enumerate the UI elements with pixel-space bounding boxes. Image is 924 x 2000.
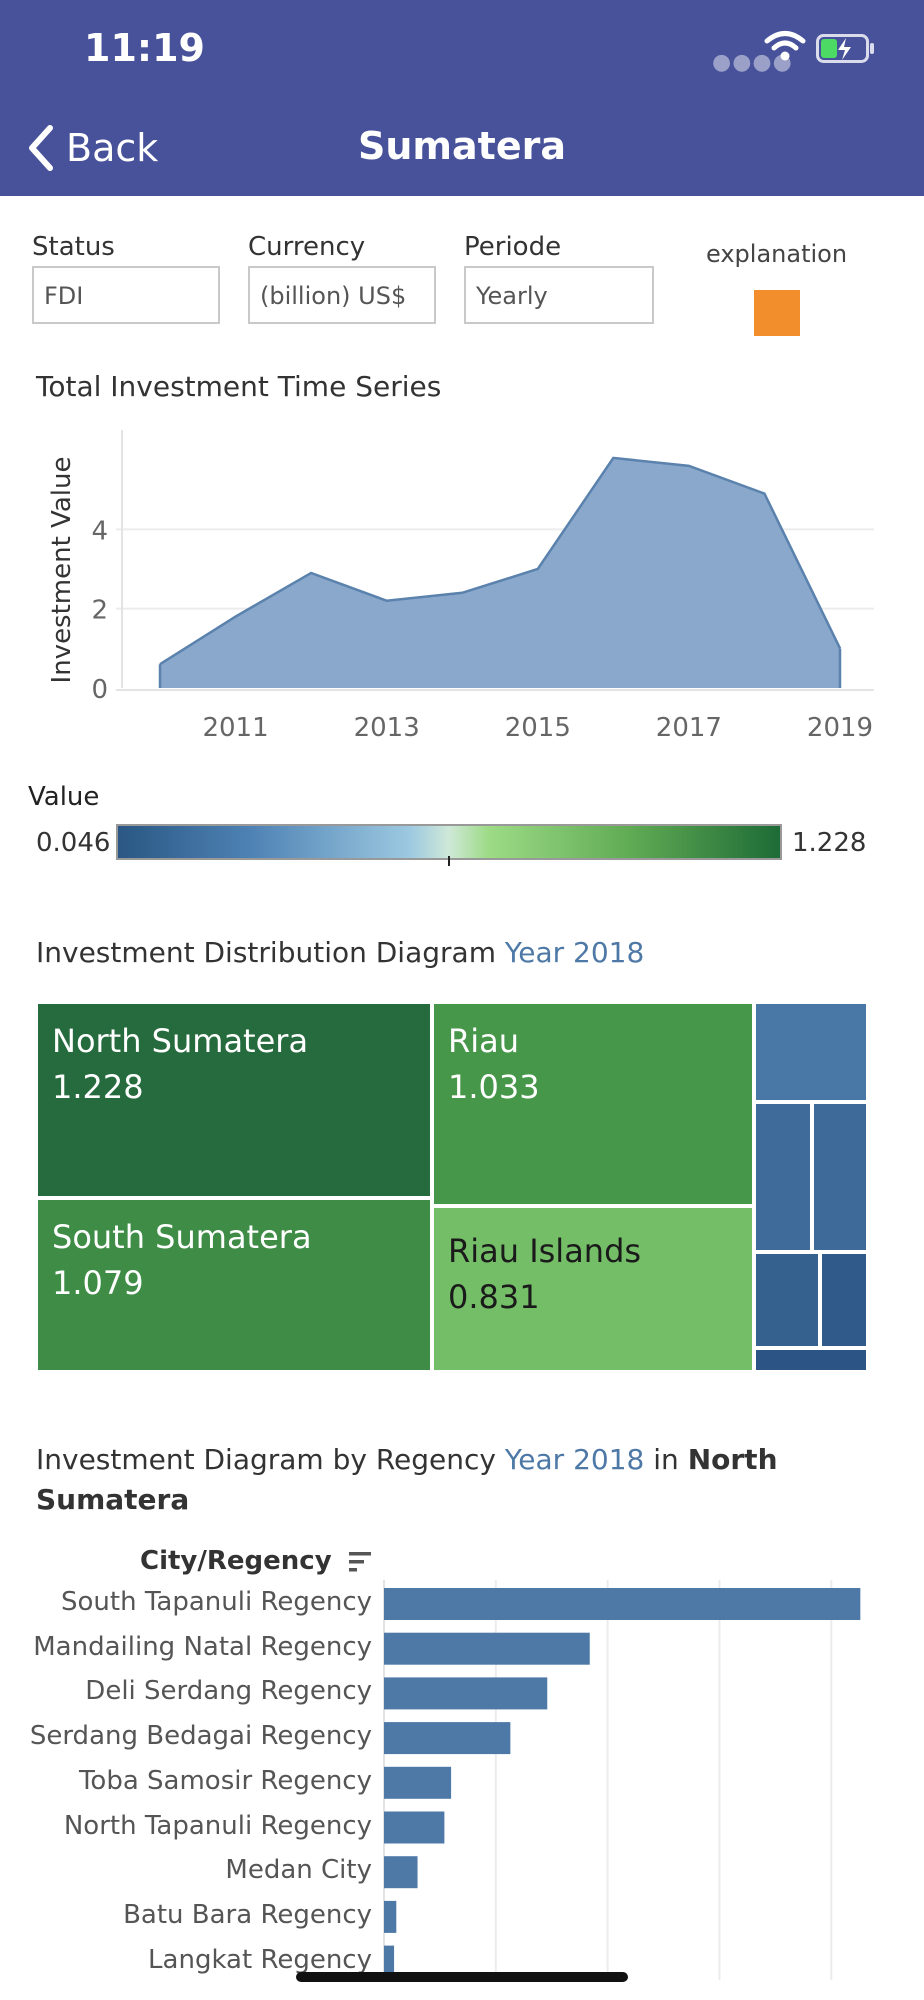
column-header-label: City/Regency	[140, 1546, 332, 1576]
y-axis-title: Investment Value	[47, 457, 77, 684]
chevron-left-icon	[29, 125, 53, 171]
bar-category-label: Medan City	[225, 1855, 372, 1886]
x-tick-label: 2013	[354, 713, 420, 743]
treemap-cell-label: North Sumatera	[52, 1022, 309, 1060]
treemap-cell-small[interactable]	[754, 1102, 812, 1252]
bar[interactable]	[384, 1677, 548, 1710]
treemap-chart: North Sumatera 1.228 Riau 1.033 South Sumate…	[36, 1002, 868, 1372]
treemap-cell-riau-islands[interactable]: Riau Islands 0.831	[432, 1206, 754, 1372]
x-tick-label: 2019	[807, 713, 873, 743]
y-tick-label: 0	[91, 675, 108, 705]
timeseries-title: Total Investment Time Series	[36, 370, 442, 403]
status-time: 11:19	[84, 26, 205, 70]
bar[interactable]	[384, 1945, 395, 1978]
treemap-cell-value: 0.831	[448, 1278, 540, 1316]
y-tick-label: 2	[91, 596, 108, 626]
home-indicator	[296, 1972, 628, 1982]
legend-max-value: 1.228	[792, 828, 867, 858]
area-series[interactable]	[160, 457, 840, 688]
bar-plot-area	[383, 1580, 861, 1980]
bar-category-label: Toba Samosir Regency	[78, 1765, 372, 1796]
treemap-cell-label: Riau	[448, 1022, 520, 1060]
treemap-cell-small[interactable]	[754, 1252, 820, 1348]
cellular-signal-icon: ●●●●	[712, 50, 793, 75]
treemap-cell-small[interactable]	[812, 1102, 868, 1252]
treemap-cell-value: 1.079	[52, 1264, 144, 1302]
explanation-swatch[interactable]	[754, 290, 800, 336]
treemap-cell-label: Riau Islands	[448, 1232, 642, 1270]
bar-category-label: Deli Serdang Regency	[85, 1676, 372, 1707]
treemap-cell-small[interactable]	[754, 1002, 868, 1102]
status-select[interactable]: FDI	[32, 266, 220, 324]
wifi-icon	[764, 31, 806, 61]
treemap-title: Investment Distribution Diagram Year 201…	[36, 936, 644, 969]
timeseries-chart[interactable]: 0 2 4 2011 2013 2015 2017 2019 Investment Value	[0, 400, 924, 760]
bar-category-label: Serdang Bedagai Regency	[29, 1721, 372, 1752]
periode-select[interactable]: Yearly	[464, 266, 654, 324]
legend-title: Value	[28, 782, 100, 812]
legend-marker	[448, 856, 450, 866]
back-label: Back	[66, 126, 159, 170]
bar-category-label: South Tapanuli Regency	[61, 1587, 372, 1617]
treemap-cell-value: 1.228	[52, 1068, 144, 1106]
legend-min-value: 0.046	[36, 828, 111, 858]
column-header[interactable]: City/Regency	[140, 1546, 373, 1576]
x-tick-label: 2011	[202, 713, 268, 743]
y-tick-label: 4	[91, 516, 108, 546]
explanation-label: explanation	[706, 240, 848, 268]
treemap-cell-north-sumatera[interactable]: North Sumatera 1.228	[36, 1002, 432, 1198]
bar[interactable]	[384, 1856, 418, 1889]
regency-title-in: in	[653, 1443, 679, 1476]
treemap-cell-small[interactable]	[820, 1252, 868, 1348]
regency-title-region: North Sumatera	[36, 1443, 778, 1516]
page-title: Sumatera	[358, 124, 566, 168]
periode-filter-label: Periode	[464, 232, 562, 262]
nav-header	[0, 0, 924, 196]
treemap-cell-south-sumatera[interactable]: South Sumatera 1.079	[36, 1198, 432, 1372]
bar[interactable]	[384, 1632, 590, 1665]
sort-icon[interactable]	[347, 1550, 373, 1574]
bar-category-label: Mandailing Natal Regency	[33, 1631, 372, 1662]
x-tick-label: 2015	[505, 713, 571, 743]
bar-category-label: North Tapanuli Regency	[63, 1810, 372, 1841]
treemap-cell-value: 1.033	[448, 1068, 540, 1106]
back-button[interactable]: Back	[26, 120, 158, 176]
bar[interactable]	[384, 1900, 397, 1933]
regency-bar-chart: South Tapanuli Regency Mandailing Natal R…	[0, 1580, 924, 1980]
bar-category-label: Langkat Regency	[148, 1944, 372, 1975]
color-legend-gradient	[116, 824, 782, 860]
bar-category-label: Batu Bara Regency	[123, 1899, 372, 1930]
treemap-title-year[interactable]: Year 2018	[504, 936, 645, 969]
battery-icon	[816, 34, 874, 63]
regency-title-prefix: Investment Diagram by Regency	[36, 1443, 496, 1476]
currency-filter-label: Currency	[248, 232, 366, 262]
treemap-cell-small[interactable]	[754, 1348, 868, 1372]
bar[interactable]	[384, 1722, 511, 1755]
bar[interactable]	[384, 1766, 452, 1799]
regency-title-year[interactable]: Year 2018	[504, 1443, 645, 1476]
treemap-cell-label: South Sumatera	[52, 1218, 312, 1256]
status-filter-label: Status	[32, 232, 115, 262]
x-tick-label: 2017	[656, 713, 722, 743]
regency-title: Investment Diagram by Regency Year 2018 …	[36, 1440, 876, 1520]
treemap-cell-riau[interactable]: Riau 1.033	[432, 1002, 754, 1206]
currency-select[interactable]: (billion) US$	[248, 266, 436, 324]
bar[interactable]	[384, 1588, 861, 1620]
treemap-title-prefix: Investment Distribution Diagram	[36, 936, 496, 969]
area-series-line	[159, 456, 842, 666]
bar[interactable]	[384, 1811, 445, 1844]
